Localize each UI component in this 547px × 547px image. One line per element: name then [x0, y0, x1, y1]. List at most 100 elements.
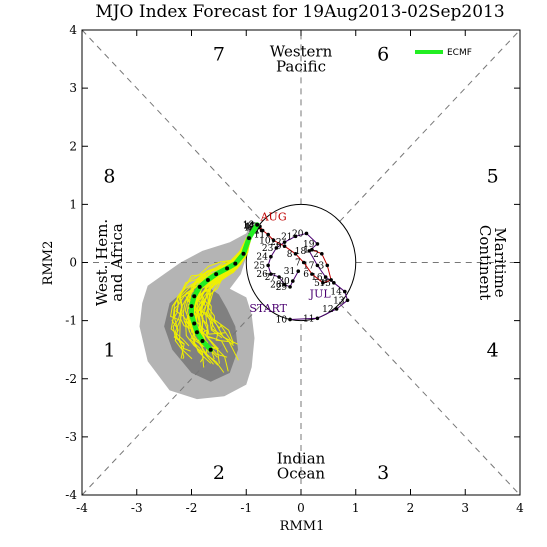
- x-tick-label-7: 3: [461, 501, 469, 515]
- forecast-point-5: [214, 272, 219, 277]
- y-tick-label-0: -4: [65, 488, 77, 502]
- series-august-day-1: 2: [313, 250, 319, 260]
- phase-label-6: 6: [377, 43, 389, 65]
- series-july-day-3: 13: [333, 296, 345, 306]
- y-tick-label-3: -1: [65, 314, 77, 328]
- series-july-point-11: [293, 234, 298, 239]
- guide-line-3: [339, 303, 521, 496]
- forecast-point-12: [194, 330, 199, 335]
- series-august-day-0: 1: [303, 246, 309, 256]
- phase-label-7: 7: [213, 43, 225, 65]
- series-july-day-21: 31: [284, 267, 295, 277]
- series-july-point-1: [315, 316, 320, 321]
- series-august-point-10: [266, 232, 270, 237]
- series-august-day-17: 18: [243, 221, 255, 231]
- series-july-point-9: [315, 242, 320, 246]
- guide-line-2: [81, 29, 263, 222]
- region-western_pacific-line-0: Western: [270, 43, 333, 61]
- phase-label-8: 8: [103, 165, 115, 187]
- ensemble-member-27: [200, 224, 258, 372]
- series-july-day-19: 29: [276, 283, 288, 293]
- series-august-day-2: 3: [319, 261, 325, 271]
- region-indian_ocean-line-1: Ocean: [277, 464, 326, 482]
- series-july-day-0: 10: [276, 315, 288, 325]
- ensemble-member-34: [170, 224, 258, 345]
- series-august-point-5: [310, 272, 314, 276]
- series-august-day-4: 5: [314, 279, 320, 289]
- series-august-day-10: 11: [254, 231, 265, 241]
- series-august-day-7: 8: [287, 250, 293, 260]
- ensemble-member-26: [170, 224, 258, 347]
- series-july-point-18: [282, 282, 287, 287]
- series-july-point-16: [269, 272, 273, 276]
- forecast-point-14: [208, 347, 213, 352]
- series-july-day-16: 26: [256, 270, 268, 280]
- phase-guides: [81, 29, 521, 496]
- forecast-point-4: [225, 266, 230, 271]
- series-august-day-13: 14: [243, 221, 255, 231]
- y-tick-label-4: 0: [69, 256, 77, 270]
- series-july-day-5: 15: [319, 279, 331, 289]
- series-august-point-8: [282, 244, 287, 249]
- y-tick-label-1: -3: [65, 430, 77, 444]
- x-tick-label-5: 1: [352, 501, 360, 515]
- series-july-point-6: [323, 275, 328, 279]
- series-august-point-15: [259, 228, 264, 233]
- month-label-0: START: [249, 302, 287, 315]
- forecast-point-8: [192, 294, 197, 299]
- series-july-point-15: [266, 263, 270, 268]
- forecast-track: [189, 222, 260, 353]
- series-august-day-5: 6: [303, 270, 309, 280]
- month-label-1: JUL: [309, 287, 332, 300]
- series-july-point-10: [304, 231, 309, 236]
- series-august-day-14: 15: [244, 224, 256, 234]
- series-august-point-0: [310, 247, 314, 252]
- series-july-day-1: 11: [303, 314, 314, 324]
- series-july-day-2: 12: [322, 305, 333, 315]
- forecast-point-1: [246, 236, 251, 241]
- forecast-point-0: [255, 222, 260, 227]
- series-july-point-8: [307, 249, 312, 253]
- y-tick-label-2: -2: [65, 372, 77, 386]
- phase-label-4: 4: [487, 340, 499, 362]
- series-july-day-18: 28: [270, 281, 282, 291]
- series-july-point-2: [334, 307, 339, 311]
- series-july-point-19: [288, 285, 292, 289]
- y-tick-label-6: 2: [69, 139, 77, 153]
- series-july-point-21: [296, 269, 301, 274]
- series-july-point-14: [269, 254, 273, 259]
- series-july-day-11: 21: [281, 232, 292, 242]
- region-maritime-line-0: Maritime: [491, 227, 509, 297]
- series-august-point-2: [325, 263, 330, 268]
- guide-line-1: [339, 29, 521, 222]
- series-august-day-3: 4: [322, 276, 328, 286]
- series-july-point-12: [282, 240, 287, 244]
- x-tick-label-1: -3: [131, 501, 143, 515]
- series-july-day-17: 27: [265, 273, 277, 283]
- chart-title: MJO Index Forecast for 19Aug2013-02Sep20…: [95, 2, 504, 22]
- series-july-point-17: [277, 275, 281, 279]
- x-tick-label-0: -4: [76, 501, 88, 515]
- region-west_hem-line-0: West. Hem.: [93, 219, 111, 306]
- series-july-point-5: [332, 281, 336, 285]
- series-july-day-13: 23: [262, 244, 274, 254]
- series-july-day-12: 22: [270, 238, 281, 248]
- series-july-day-20: 30: [278, 277, 290, 287]
- series-july-day-8: 18: [295, 247, 307, 257]
- y-tick-label-5: 1: [69, 197, 77, 211]
- phase-label-3: 3: [377, 462, 389, 484]
- unit-circle: [245, 203, 357, 322]
- series-august-point-3: [329, 278, 333, 282]
- x-tick-label-6: 2: [407, 501, 415, 515]
- region-western_pacific-line-1: Pacific: [276, 58, 326, 76]
- forecast-point-2: [241, 251, 246, 256]
- x-tick-label-3: -1: [240, 501, 252, 515]
- forecast-point-3: [233, 261, 238, 266]
- forecast-point-7: [197, 284, 202, 289]
- region-west_hem-line-1: and Africa: [108, 223, 126, 301]
- series-line-july: [267, 232, 349, 320]
